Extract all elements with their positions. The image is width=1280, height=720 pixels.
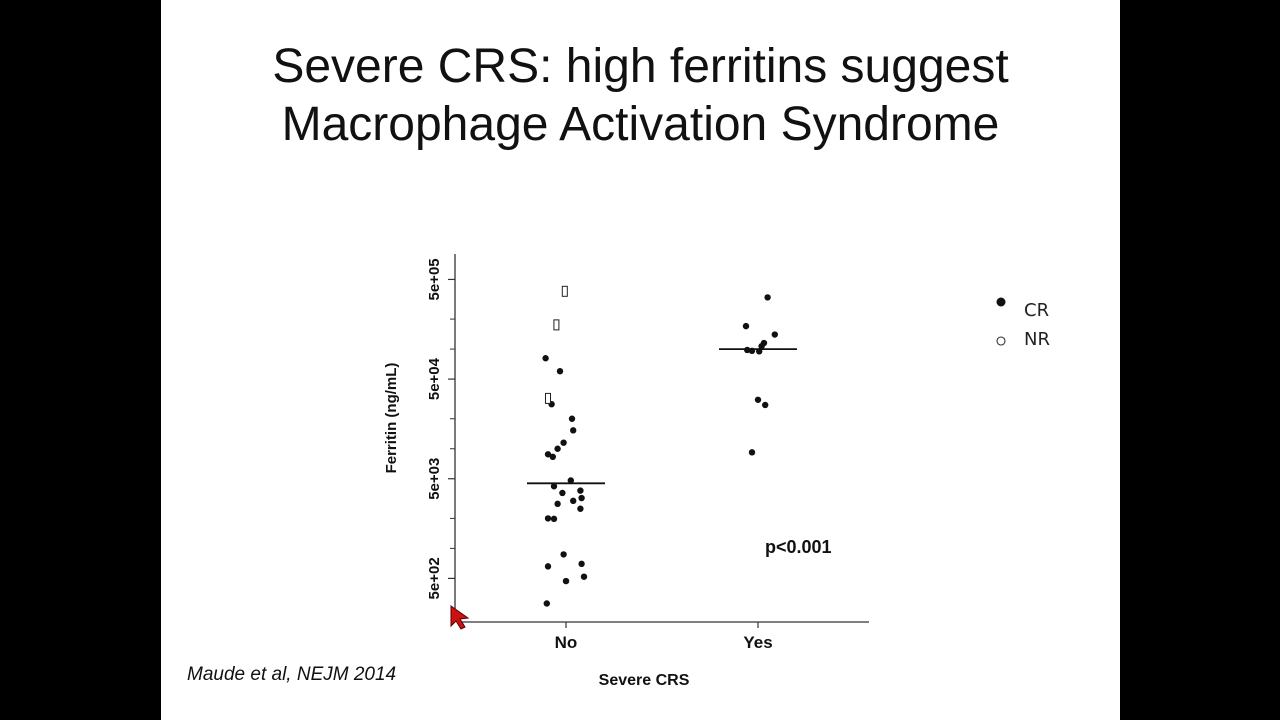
cr-point bbox=[562, 577, 570, 585]
slide-title: Severe CRS: high ferritins suggest Macro… bbox=[161, 38, 1120, 154]
p-value-annotation: p<0.001 bbox=[765, 537, 832, 557]
cr-point bbox=[758, 342, 765, 350]
scatter-chart: 5e+02 5e+03 5e+04 5e+05 No Yes Severe CRS Fer… bbox=[383, 254, 1050, 689]
cr-point bbox=[544, 563, 552, 570]
y-tick-label: 5e+05 bbox=[426, 258, 443, 300]
x-axis-label: Severe CRS bbox=[599, 672, 690, 689]
cr-point bbox=[577, 505, 584, 512]
cr-point bbox=[748, 449, 756, 456]
slide: Severe CRS: high ferritins suggest Macro… bbox=[161, 0, 1120, 720]
cr-point bbox=[577, 487, 584, 494]
y-tick-label: 5e+02 bbox=[426, 557, 443, 599]
cr-point bbox=[542, 355, 549, 362]
citation: Maude et al, NEJM 2014 bbox=[187, 664, 397, 685]
cr-point bbox=[568, 415, 576, 422]
legend: CR NR bbox=[996, 297, 1050, 350]
cr-point bbox=[554, 445, 561, 452]
nr-point bbox=[561, 285, 568, 297]
red-cursor-arrow-icon bbox=[450, 605, 470, 630]
y-axis-label: Ferritin (ng/mL) bbox=[383, 363, 400, 474]
point-group bbox=[542, 285, 778, 607]
cr-point bbox=[578, 560, 585, 568]
cr-point bbox=[742, 322, 750, 330]
cr-point bbox=[754, 396, 762, 403]
cr-point bbox=[550, 483, 558, 490]
cr-point bbox=[543, 600, 550, 607]
cr-point bbox=[544, 515, 552, 522]
legend-cr-label: CR bbox=[1024, 300, 1049, 321]
slide-title-line1: Severe CRS: high ferritins suggest bbox=[272, 40, 1009, 93]
median-group bbox=[527, 348, 797, 485]
slide-title-line2: Macrophage Activation Syndrome bbox=[281, 98, 1000, 151]
cr-point bbox=[549, 453, 556, 461]
cr-point bbox=[560, 439, 567, 446]
cr-point bbox=[771, 331, 778, 338]
cr-point bbox=[570, 497, 577, 505]
y-tick-label: 5e+03 bbox=[426, 458, 443, 500]
cr-point bbox=[578, 494, 585, 502]
cr-point bbox=[550, 515, 558, 523]
cr-point bbox=[567, 477, 574, 484]
x-tick-label: Yes bbox=[743, 633, 772, 652]
cr-point bbox=[570, 427, 577, 434]
y-tick-group: 5e+02 5e+03 5e+04 5e+05 No Yes bbox=[426, 258, 773, 652]
nr-point bbox=[553, 319, 560, 331]
legend-nr-marker bbox=[996, 336, 1006, 346]
nr-point bbox=[545, 392, 551, 404]
cr-point bbox=[544, 451, 552, 458]
cr-point bbox=[764, 294, 771, 301]
cr-point bbox=[554, 500, 561, 508]
cr-point bbox=[560, 551, 567, 558]
legend-cr-marker bbox=[996, 297, 1006, 307]
cr-point bbox=[762, 401, 769, 409]
legend-nr-label: NR bbox=[1024, 329, 1050, 350]
y-tick-label: 5e+04 bbox=[426, 357, 443, 400]
cr-point bbox=[559, 489, 566, 497]
x-tick-label: No bbox=[555, 633, 578, 652]
cr-point bbox=[580, 573, 588, 580]
cr-point bbox=[556, 367, 564, 375]
